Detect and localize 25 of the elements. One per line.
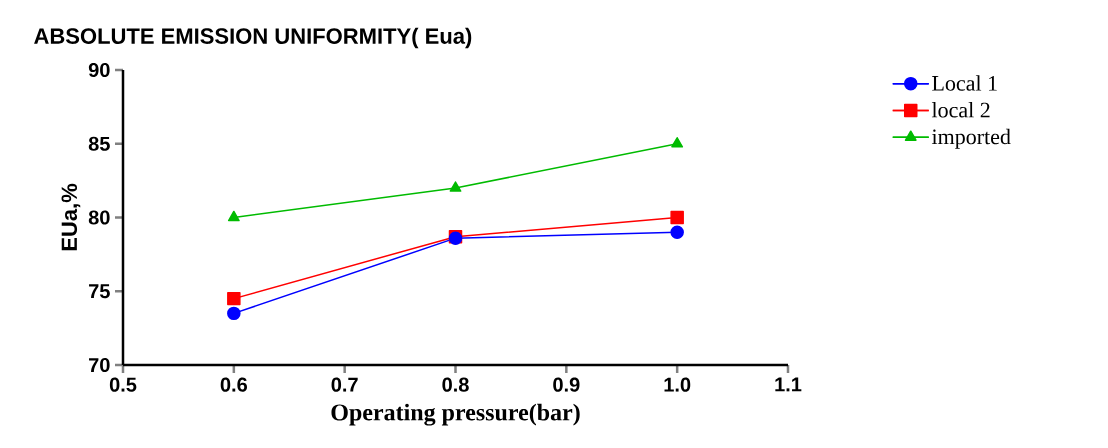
y-tick-label: 85 — [88, 136, 110, 151]
legend-label: local 2 — [931, 102, 990, 118]
y-axis-title: EUa,% — [61, 183, 81, 251]
chart-title: ABSOLUTE EMISSION UNIFORMITY( Eua) — [34, 27, 472, 49]
point — [671, 137, 684, 148]
point — [670, 225, 684, 239]
point — [227, 210, 240, 222]
x-tick-label: 1.1 — [775, 377, 802, 392]
y-tick-label: 75 — [89, 284, 110, 299]
point — [227, 306, 241, 321]
x-tick-label: 1.0 — [664, 377, 691, 392]
x-tick-label: 0.5 — [109, 377, 137, 392]
y-tick-label: 90 — [88, 62, 110, 78]
y-tick-label: 70 — [89, 357, 110, 373]
y-tick-label: 80 — [88, 210, 110, 225]
legend-label: imported — [931, 128, 1011, 149]
x-tick-label: 0.9 — [553, 377, 580, 392]
x-tick-label: 0.8 — [442, 377, 469, 392]
point — [449, 181, 462, 192]
legend-label: Local 1 — [932, 75, 997, 91]
x-tick-label: 0.7 — [331, 377, 358, 392]
x-axis-title: Operating pressure(bar) — [331, 403, 580, 426]
point — [670, 210, 684, 225]
x-tick-label: 0.6 — [220, 377, 248, 392]
point — [227, 291, 241, 306]
